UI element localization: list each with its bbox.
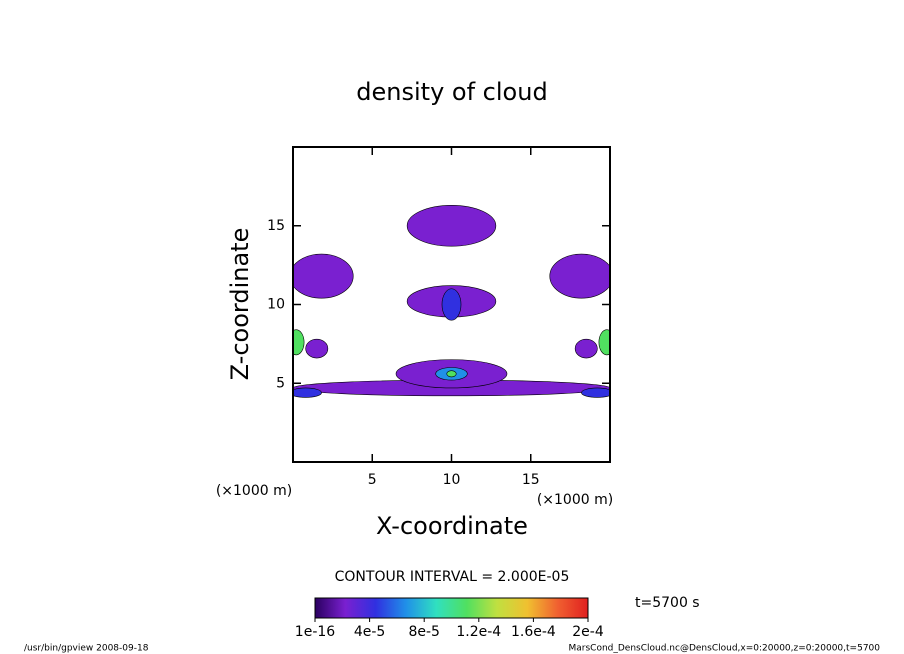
- colorbar-tick-label: 4e-5: [354, 624, 385, 640]
- colorbar-tick-label: 1e-16: [295, 624, 335, 640]
- chart-title: density of cloud: [356, 78, 547, 106]
- x-axis-label: X-coordinate: [376, 512, 528, 540]
- cloud-region: [406, 204, 497, 247]
- cloud-region: [293, 329, 305, 356]
- time-label: t=5700 s: [635, 595, 700, 611]
- contour-field: [293, 204, 610, 398]
- cloud-region: [441, 288, 462, 321]
- colorbar-tick-label: 1.6e-4: [511, 624, 556, 640]
- footer-left: /usr/bin/gpview 2008-09-18: [24, 644, 149, 654]
- footer-right: MarsCond_DensCloud.nc@DensCloud,x=0:2000…: [569, 644, 881, 654]
- cloud-region: [293, 387, 322, 398]
- colorbar: [314, 597, 589, 619]
- cloud-region: [598, 329, 610, 356]
- y-axis-label: Z-coordinate: [226, 228, 254, 381]
- cloud-region: [574, 338, 598, 359]
- y-tick-label: 5: [276, 375, 285, 391]
- cloud-region: [305, 338, 329, 359]
- colorbar-tick-label: 2e-4: [572, 624, 604, 640]
- x-tick-label: 10: [443, 472, 461, 488]
- x-tick-label: 5: [368, 472, 377, 488]
- cloud-region: [446, 370, 457, 378]
- x-unit: (×1000 m): [537, 492, 613, 508]
- contour-interval: CONTOUR INTERVAL = 2.000E-05: [335, 569, 570, 585]
- x-tick-label: 15: [522, 472, 540, 488]
- cloud-region: [581, 387, 610, 398]
- y-tick-label: 15: [267, 218, 285, 234]
- y-tick-label: 10: [267, 297, 285, 313]
- colorbar-tick-label: 8e-5: [408, 624, 439, 640]
- colorbar-tick-label: 1.2e-4: [456, 624, 501, 640]
- y-unit: (×1000 m): [216, 483, 292, 499]
- cloud-region: [293, 253, 354, 299]
- cloud-region: [549, 253, 610, 299]
